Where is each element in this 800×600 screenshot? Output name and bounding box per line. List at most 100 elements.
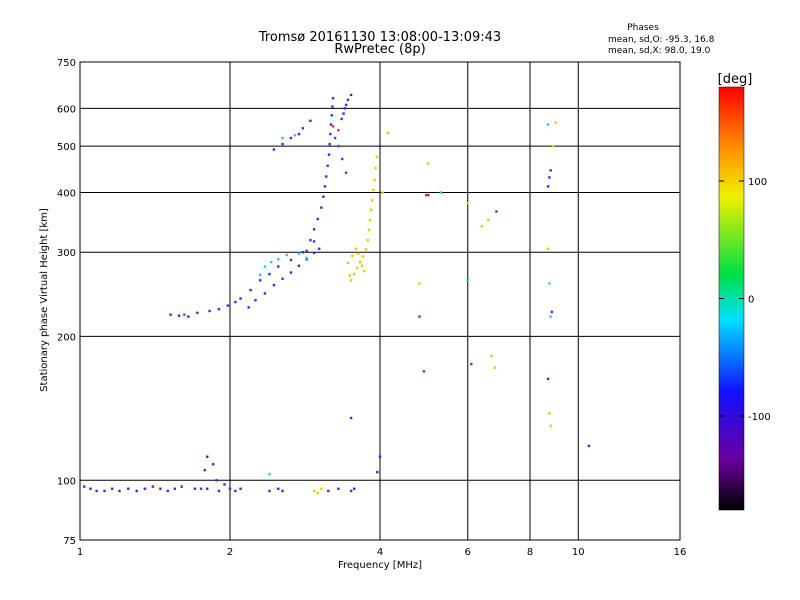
y-axis-label: Stationary phase Virtual Height [km] xyxy=(39,208,50,392)
x-tick-label: 2 xyxy=(227,547,233,558)
data-point xyxy=(587,444,591,448)
data-point xyxy=(337,487,340,490)
y-tick-label: 750 xyxy=(57,58,76,69)
y-tick-label: 100 xyxy=(57,476,76,487)
data-point xyxy=(333,136,337,140)
data-point xyxy=(373,178,376,182)
stats-title: Phases xyxy=(627,23,659,33)
data-point xyxy=(193,487,197,490)
data-point xyxy=(187,315,190,318)
data-point xyxy=(376,470,379,474)
data-point xyxy=(337,128,340,132)
data-point xyxy=(103,489,106,493)
data-point xyxy=(297,264,301,267)
data-point xyxy=(354,247,358,250)
data-point xyxy=(328,142,331,146)
data-point xyxy=(348,274,352,277)
data-point xyxy=(277,258,280,261)
data-point xyxy=(548,282,551,285)
data-point xyxy=(346,261,350,265)
x-tick-label: 4 xyxy=(377,547,383,558)
data-point xyxy=(349,416,353,420)
data-point xyxy=(367,228,371,232)
data-point xyxy=(180,485,183,488)
data-point xyxy=(418,315,421,318)
data-point xyxy=(346,98,350,102)
data-point xyxy=(169,313,172,316)
data-point xyxy=(374,166,377,170)
data-point xyxy=(259,273,262,277)
data-point xyxy=(493,366,497,369)
data-point xyxy=(320,487,323,490)
data-point xyxy=(254,299,257,302)
data-point xyxy=(349,279,353,282)
data-point xyxy=(293,134,297,137)
data-point xyxy=(322,195,325,198)
data-point xyxy=(301,127,305,130)
data-point xyxy=(316,217,319,221)
data-point xyxy=(375,155,378,159)
data-point xyxy=(466,201,469,205)
data-point xyxy=(83,485,86,488)
data-point xyxy=(548,412,551,415)
data-point xyxy=(247,306,250,309)
data-point xyxy=(309,238,312,242)
data-point xyxy=(317,247,321,250)
data-point xyxy=(331,125,335,128)
x-tick-label: 8 xyxy=(527,547,533,558)
data-point xyxy=(289,258,293,262)
data-point xyxy=(548,176,551,179)
data-point xyxy=(325,175,328,178)
data-point xyxy=(364,248,368,251)
data-point xyxy=(312,240,316,243)
data-point xyxy=(327,489,330,493)
data-point xyxy=(228,487,232,490)
x-tick-label: 1 xyxy=(77,547,83,558)
data-point xyxy=(217,489,221,493)
data-point xyxy=(277,487,280,490)
data-point xyxy=(301,251,305,254)
data-point xyxy=(549,315,552,318)
data-point xyxy=(203,468,206,472)
data-point xyxy=(177,314,181,317)
data-point xyxy=(312,228,316,231)
data-point xyxy=(418,282,421,285)
data-point xyxy=(549,424,552,428)
data-point xyxy=(205,455,209,458)
data-point xyxy=(263,265,267,268)
data-point xyxy=(309,119,312,123)
data-point xyxy=(422,370,426,373)
data-point xyxy=(297,252,301,255)
x-axis-label: Frequency [MHz] xyxy=(338,560,422,571)
data-point xyxy=(143,487,147,490)
grid-lines xyxy=(80,62,680,540)
data-point xyxy=(259,279,262,282)
y-tick-label: 400 xyxy=(57,188,76,199)
data-point xyxy=(342,112,345,115)
data-point xyxy=(272,148,276,151)
data-point xyxy=(205,487,209,490)
data-point xyxy=(95,489,98,493)
data-point xyxy=(368,219,372,222)
data-point xyxy=(327,153,331,156)
data-point xyxy=(546,377,550,381)
data-point xyxy=(386,131,390,135)
data-point xyxy=(127,487,130,490)
data-point xyxy=(268,472,271,476)
data-point xyxy=(554,121,557,124)
data-point xyxy=(351,254,354,257)
data-point xyxy=(352,272,356,276)
data-point xyxy=(466,279,469,282)
data-point xyxy=(357,252,360,255)
colorbar-tick-label: 0 xyxy=(748,295,754,306)
y-tick-label: 300 xyxy=(57,248,76,259)
data-point xyxy=(331,96,335,100)
data-point xyxy=(272,283,276,287)
data-point xyxy=(341,157,344,161)
data-point xyxy=(546,123,550,126)
data-point xyxy=(151,485,155,488)
data-point xyxy=(268,272,271,276)
data-point xyxy=(337,144,340,148)
data-point xyxy=(285,253,288,257)
data-point xyxy=(277,265,280,268)
